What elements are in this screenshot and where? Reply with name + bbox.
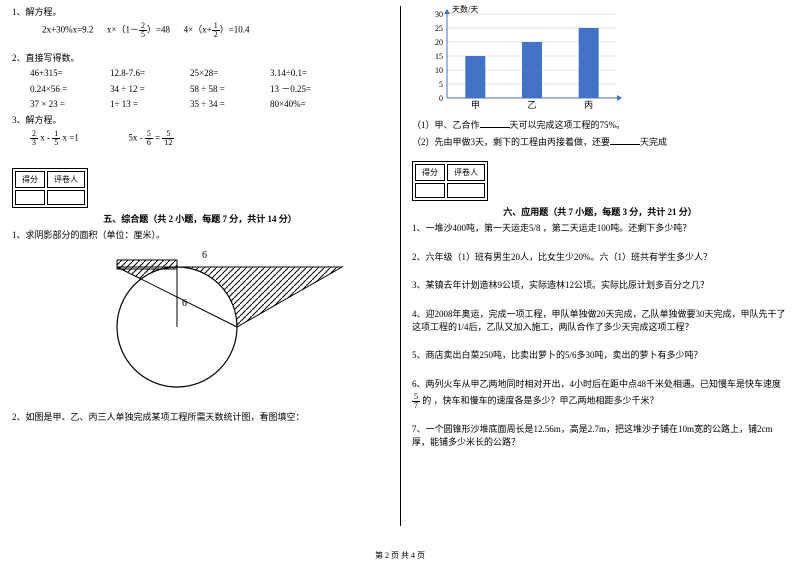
q1-equations: 2x+30%x=9.2 x×（1－25）=48 4×（x+12）=10.4 — [12, 22, 388, 39]
q2-title: 2、直接写得数。 — [12, 52, 388, 65]
section6-title: 六、应用题（共 7 小题，每题 3 分，共计 21 分） — [412, 205, 788, 218]
label-6-top: 6 — [202, 250, 207, 261]
rq4: 4、迎2008年奥运，完成一项工程，甲队单独做20天完成，乙队单独做要30天完成… — [412, 308, 788, 333]
c-0-3: 3.14÷0.1= — [270, 67, 350, 80]
c-2-3: 80×40%= — [270, 98, 350, 111]
score-row-5: 得分评卷人 — [12, 168, 388, 208]
c-1-1: 34 ÷ 12 = — [110, 83, 190, 96]
q3-title: 3、解方程。 — [12, 114, 388, 127]
c-0-0: 46+315= — [30, 67, 110, 80]
frac-5-6: 56 — [145, 130, 153, 147]
blank1 — [480, 118, 510, 128]
frac-2-5: 25 — [139, 22, 147, 39]
c-1-3: 13 －0.25= — [270, 83, 350, 96]
page-footer: 第 2 页 共 4 页 — [0, 550, 800, 561]
stmt2: （2）先由甲做3天，剩下的工程由丙接着做，还要 天完成 — [412, 135, 788, 149]
q3e2a: 5x - — [128, 132, 145, 142]
right-column: 天数/天 0 5 10 15 20 25 30 甲 乙 丙 （1）甲、乙合作 天可以完成这项工程的7… — [400, 0, 800, 565]
rq6btxt: 的 ，快车和慢车的速度各是多少？甲乙两地相距多少千米？ — [422, 396, 658, 406]
q5-1: 1、求阴影部分的面积（单位：厘米）。 — [12, 229, 388, 242]
rq3: 3、某镇去年计划造林9公顷，实际造林12公顷。实际比原计划多百分之几？ — [412, 279, 788, 292]
label-6-mid: 6 — [182, 298, 187, 309]
svg-text:15: 15 — [435, 52, 443, 61]
rq6b: 57 的 ，快车和慢车的速度各是多少？甲乙两地相距多少千米？ — [412, 393, 788, 410]
eq3a: 4×（x+ — [184, 24, 212, 34]
eq2a: x×（1－ — [107, 24, 139, 34]
left-column: 1、解方程。 2x+30%x=9.2 x×（1－25）=48 4×（x+12）=… — [0, 0, 400, 565]
q1-title: 1、解方程。 — [12, 6, 388, 19]
rq5: 5、商店卖出白菜250吨，比卖出萝卜的5/6多30吨，卖出的萝卜有多少吨？ — [412, 349, 788, 362]
svg-text:5: 5 — [439, 80, 443, 89]
c-1-2: 58 ÷ 58 = — [190, 83, 270, 96]
rq7: 7、一个圆锥形沙堆底面周长是12.56m，高是2.7m，把这堆沙子铺在10m宽的… — [412, 423, 788, 448]
svg-text:30: 30 — [435, 10, 443, 19]
score-r1: 得分 — [415, 164, 445, 181]
c-1-0: 0.24×56 = — [30, 83, 110, 96]
blank2 — [610, 135, 640, 145]
left-hatch — [117, 260, 177, 269]
c-2-0: 37 × 23 = — [30, 98, 110, 111]
s2a: （2）先由甲做3天，剩下的工程由丙接着做，还要 — [412, 137, 610, 147]
rq1: 1、一堆沙400吨，第一天运走5/8 ，第二天运走100吨。还剩下多少吨？ — [412, 222, 788, 235]
score-r2: 评卷人 — [447, 164, 485, 181]
score-l1: 得分 — [15, 171, 45, 188]
rq2: 2、六年级（1）班有男生20人，比女生少20%。六（1）班共有学生多少人？ — [412, 251, 788, 264]
s1a: （1）甲、乙合作 — [412, 120, 480, 130]
score-box-6: 得分评卷人 — [412, 161, 488, 201]
frac-1-2: 12 — [212, 22, 220, 39]
score-l2: 评卷人 — [47, 171, 85, 188]
svg-text:乙: 乙 — [527, 100, 536, 110]
svg-text:20: 20 — [435, 38, 443, 47]
stmt1: （1）甲、乙合作 天可以完成这项工程的75%。 — [412, 118, 788, 132]
s2b: 天完成 — [640, 137, 667, 147]
circle-triangle-figure: 6 6 — [12, 244, 372, 409]
section5-title: 五、综合题（共 2 小题，每题 7 分，共计 14 分） — [12, 212, 388, 225]
calc-rows: 46+315=12.8-7.6=25×28=3.14÷0.1= 0.24×56 … — [12, 67, 388, 111]
eq2b: ）=48 — [147, 24, 170, 34]
svg-text:甲: 甲 — [471, 100, 480, 110]
frac-5-12: 512 — [162, 130, 174, 147]
score-row-6: 得分评卷人 — [412, 161, 788, 201]
q3-equations: 23 x - 15 x =1 5x - 56 = 512 — [12, 130, 388, 147]
column-divider — [400, 6, 401, 526]
c-2-1: 1÷ 13 = — [110, 98, 190, 111]
q3-mid: x - — [38, 132, 52, 142]
svg-text:10: 10 — [435, 66, 443, 75]
c-0-1: 12.8-7.6= — [110, 67, 190, 80]
svg-text:丙: 丙 — [584, 100, 593, 110]
eq1: 2x+30%x=9.2 — [42, 24, 93, 34]
s1b: 天可以完成这项工程的75%。 — [510, 120, 626, 130]
frac-5-7: 57 — [412, 393, 420, 410]
q5-2: 2、如图是甲、乙、丙三人单独完成某项工程所需天数统计图，看图填空： — [12, 411, 388, 424]
frac-2-3: 23 — [30, 130, 38, 147]
rq6a: 6、两列火车从甲乙两地同时相对开出，4小时后在距中点48千米处相遇。已知慢车是快… — [412, 378, 788, 391]
eq3b: ）=10.4 — [220, 24, 250, 34]
svg-text:0: 0 — [439, 94, 443, 103]
score-box-5: 得分评卷人 — [12, 168, 88, 208]
q3-end: x =1 — [60, 132, 79, 142]
svg-text:25: 25 — [435, 24, 443, 33]
c-2-2: 35 ÷ 34 = — [190, 98, 270, 111]
ylabel: 天数/天 — [452, 4, 478, 15]
chart-wrapper: 天数/天 0 5 10 15 20 25 30 甲 乙 丙 — [412, 6, 788, 118]
bar-chart: 0 5 10 15 20 25 30 甲 乙 丙 — [412, 6, 642, 116]
q3e2m: = — [153, 132, 163, 142]
c-0-2: 25×28= — [190, 67, 270, 80]
